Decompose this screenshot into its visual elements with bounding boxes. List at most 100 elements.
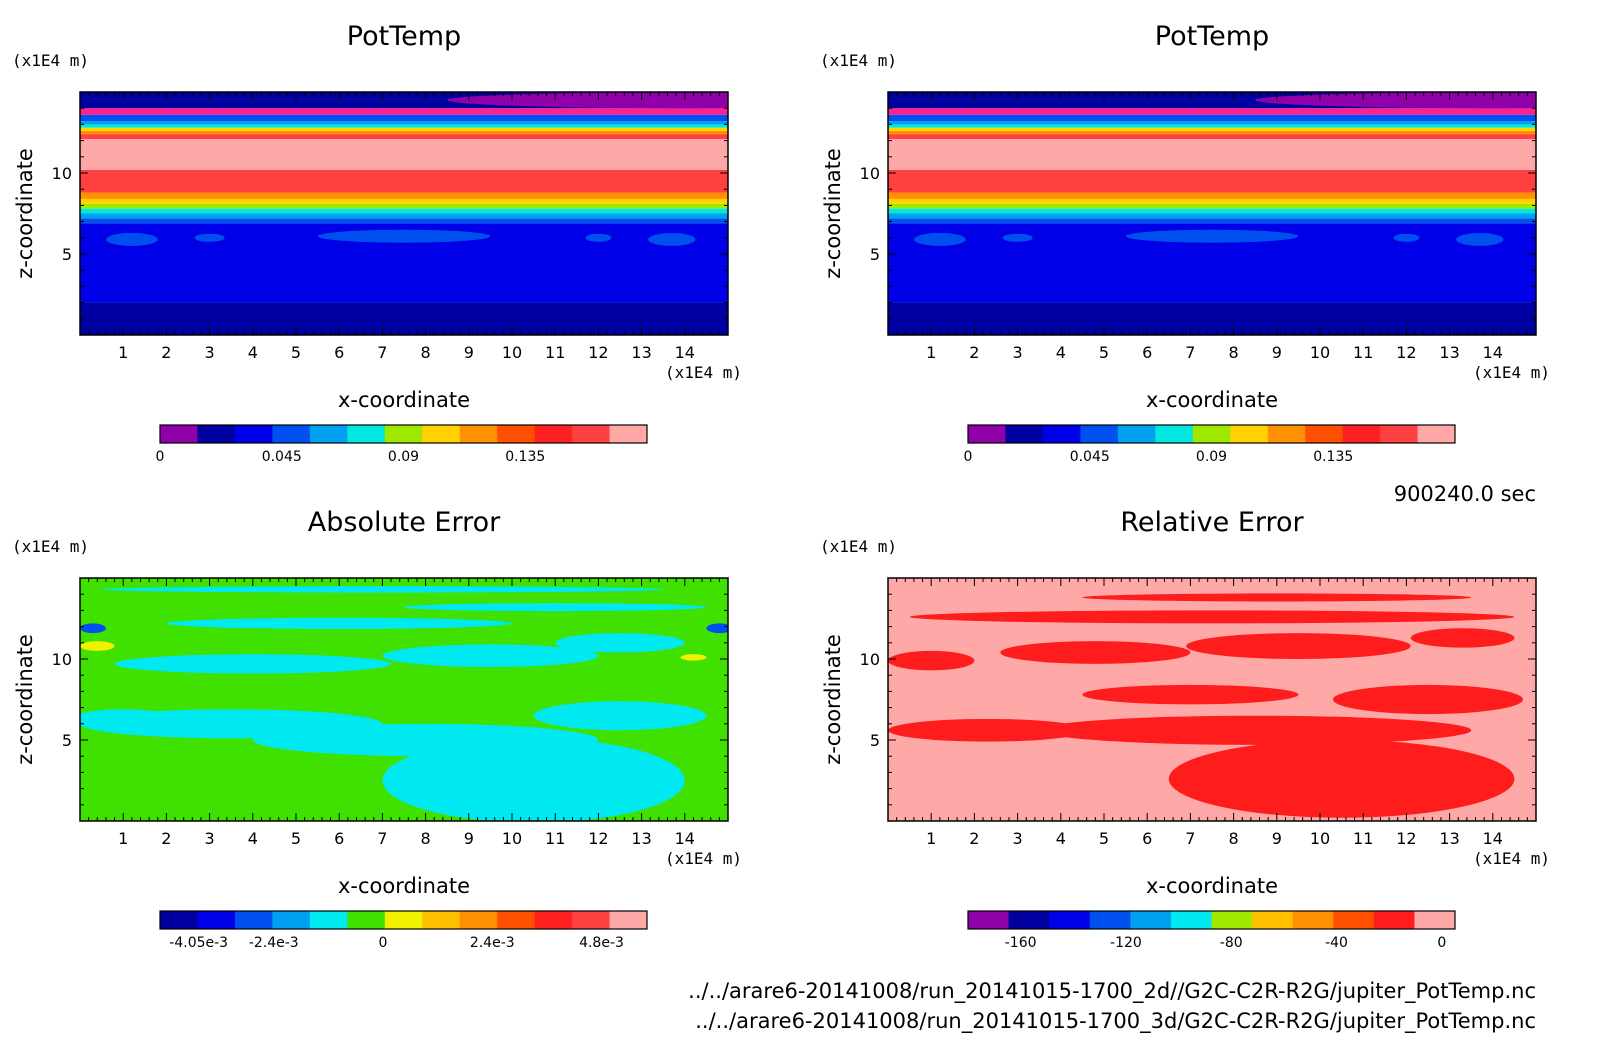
contour-band: [888, 169, 1536, 193]
colorbar-segment: [1192, 425, 1231, 443]
contour-band: [888, 134, 1536, 139]
colorbar-segment: [1211, 911, 1253, 929]
colorbar-segment: [347, 911, 386, 929]
colorbar-segment: [534, 911, 573, 929]
colorbar-segment: [347, 425, 386, 443]
x-tick-label: 9: [464, 829, 474, 848]
x-tick-label: 2: [161, 343, 171, 362]
x-axis-label: x-coordinate: [1146, 874, 1278, 898]
colorbar-segment: [1342, 425, 1381, 443]
x-tick-label: 2: [161, 829, 171, 848]
x-tick-label: 3: [205, 829, 215, 848]
colorbar-segment: [160, 425, 198, 443]
colorbar-segment: [459, 425, 498, 443]
contour-band: [80, 302, 728, 335]
x-tick-label: 7: [1185, 829, 1195, 848]
contour-band: [888, 127, 1536, 131]
colorbar-label: -120: [1110, 935, 1142, 951]
contour-region: [1082, 593, 1472, 602]
x-tick-label: 4: [1056, 343, 1066, 362]
contour-band: [80, 134, 728, 139]
file-path-3d: ../../arare6-20141008/run_20141015-1700_…: [695, 1009, 1536, 1034]
contour-band: [888, 124, 1536, 128]
colorbar-label: 0.135: [1313, 449, 1353, 465]
x-tick-label: 7: [377, 829, 387, 848]
x-unit-label: (x1E4 m): [1473, 363, 1550, 382]
chart-title: Absolute Error: [308, 507, 501, 538]
colorbar-segment: [422, 425, 461, 443]
x-unit-label: (x1E4 m): [1473, 849, 1550, 868]
colorbar-segment: [384, 911, 423, 929]
x-tick-label: 10: [1310, 343, 1330, 362]
plot-frame: [887, 577, 1537, 822]
colorbar-label: 4.8e-3: [579, 935, 624, 951]
contour-band: [80, 208, 728, 214]
contour-region: [101, 586, 664, 593]
colorbar-label: 0.135: [505, 449, 545, 465]
x-axis-label: x-coordinate: [338, 874, 470, 898]
y-tick-label: 10: [860, 650, 880, 669]
colorbar-label: -40: [1325, 935, 1348, 951]
colorbar-segment: [197, 911, 236, 929]
contour-band: [80, 138, 728, 170]
x-tick-label: 8: [1229, 343, 1239, 362]
colorbar-segment: [422, 911, 461, 929]
x-tick-label: 12: [588, 829, 608, 848]
contour-region: [447, 92, 728, 109]
colorbar-segment: [1417, 425, 1456, 443]
contour-region: [913, 232, 966, 246]
contour-band: [80, 169, 728, 193]
contour-region: [1393, 233, 1420, 242]
contour-region: [1332, 684, 1524, 715]
colorbar-label: 0.09: [1196, 449, 1227, 465]
colorbar-segment: [1380, 425, 1419, 443]
colorbar-frame: [967, 910, 1456, 930]
x-tick-label: 7: [377, 343, 387, 362]
x-tick-label: 13: [1439, 343, 1459, 362]
contour-band: [80, 218, 728, 224]
colorbar-frame: [967, 424, 1456, 444]
contour-region: [909, 610, 1515, 624]
contour-band: [888, 218, 1536, 224]
colorbar-segment: [1170, 911, 1212, 929]
contour-region: [80, 641, 115, 651]
colorbar-segment: [1155, 425, 1194, 443]
colorbar-segment: [1130, 911, 1172, 929]
x-tick-label: 3: [1013, 829, 1023, 848]
contour-band: [80, 198, 728, 204]
plot-frame: [887, 91, 1537, 336]
contour-region: [80, 709, 176, 729]
x-tick-label: 9: [464, 343, 474, 362]
x-tick-label: 10: [502, 829, 522, 848]
colorbar-segment: [272, 911, 311, 929]
x-unit-label: (x1E4 m): [665, 363, 742, 382]
colorbar-segment: [234, 911, 273, 929]
contour-band: [888, 192, 1536, 199]
contour-band: [888, 208, 1536, 214]
contour-band: [80, 108, 728, 115]
contour-region: [555, 633, 685, 653]
colorbar-segment: [384, 425, 423, 443]
contour-band: [80, 127, 728, 131]
x-tick-label: 11: [545, 829, 565, 848]
x-tick-label: 4: [1056, 829, 1066, 848]
x-tick-label: 5: [1099, 343, 1109, 362]
chart-panel: Absolute Error (x1E4 m) (x1E4 m) x-coordina…: [12, 507, 742, 951]
colorbar-segment: [1117, 425, 1156, 443]
contour-band: [80, 130, 728, 135]
colorbar-segment: [497, 911, 536, 929]
contour-region: [1002, 233, 1033, 242]
contour-region: [585, 233, 612, 242]
colorbar-label: -2.4e-3: [249, 935, 299, 951]
contour-field: [888, 578, 1536, 821]
x-tick-label: 5: [291, 343, 301, 362]
colorbar: 0 0.045 0.09 0.135: [156, 424, 648, 465]
y-unit-label: (x1E4 m): [820, 51, 897, 70]
contour-region: [648, 232, 696, 246]
colorbar: -4.05e-3 -2.4e-3 0 2.4e-3 4.8e-3: [159, 910, 648, 951]
x-tick-label: 3: [1013, 343, 1023, 362]
x-tick-label: 1: [926, 829, 936, 848]
colorbar-label: 2.4e-3: [470, 935, 515, 951]
contour-region: [80, 623, 106, 634]
x-tick-label: 11: [1353, 829, 1373, 848]
